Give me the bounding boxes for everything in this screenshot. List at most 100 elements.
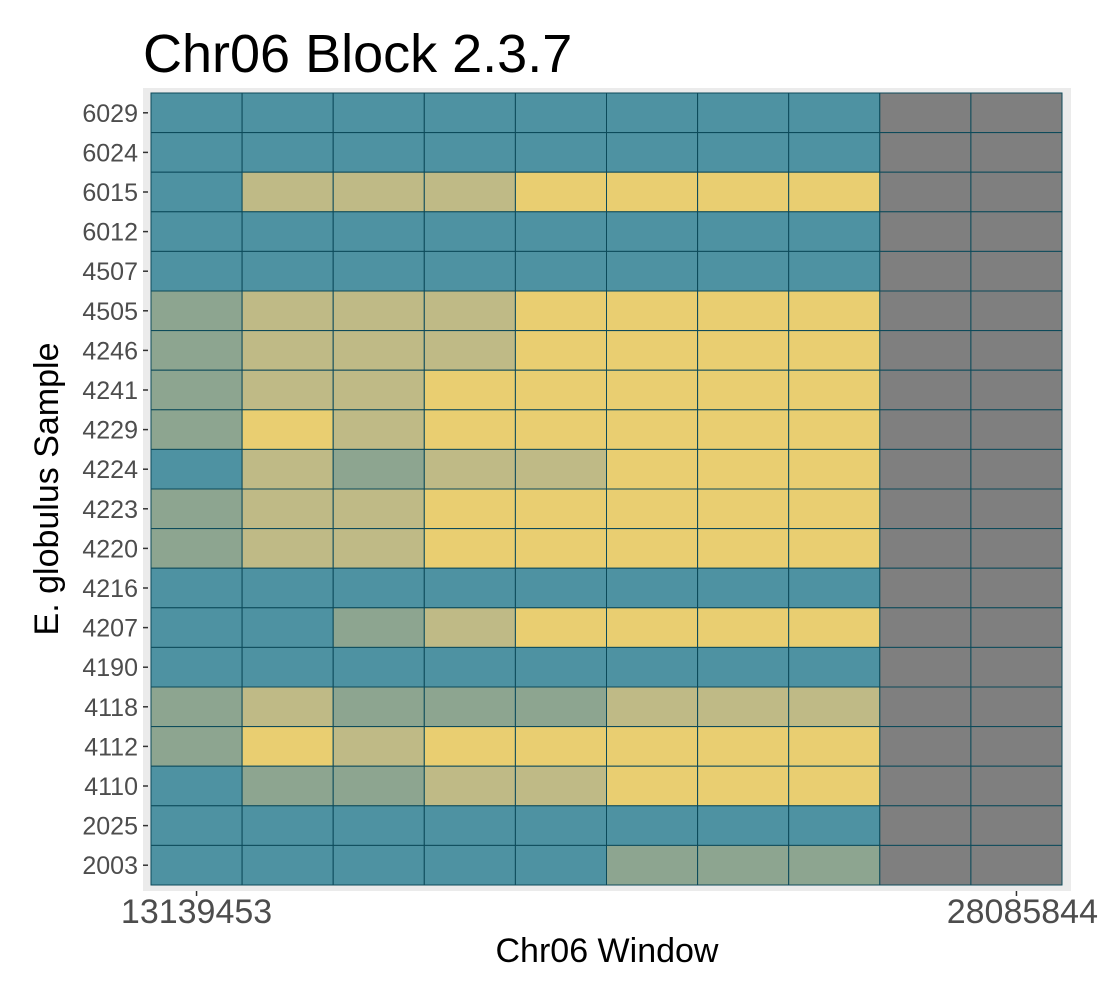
heatmap-cell bbox=[788, 330, 881, 371]
heatmap-cell bbox=[150, 488, 243, 530]
heatmap-cell bbox=[606, 686, 699, 728]
heatmap-cell bbox=[150, 726, 243, 767]
heatmap-cell bbox=[879, 686, 972, 728]
heatmap-cell bbox=[332, 409, 425, 450]
heatmap-cell bbox=[697, 290, 790, 332]
heatmap-cell bbox=[606, 409, 699, 450]
heatmap-cell bbox=[514, 448, 608, 490]
heatmap-cell bbox=[606, 567, 699, 609]
heatmap-cell bbox=[879, 211, 972, 252]
heatmap-cell bbox=[697, 171, 790, 213]
heatmap-cell bbox=[606, 290, 699, 332]
heatmap-cell bbox=[332, 250, 425, 292]
heatmap-cell bbox=[879, 805, 972, 846]
heatmap-cell bbox=[697, 409, 790, 450]
heatmap-cell bbox=[788, 686, 881, 728]
heatmap-cell bbox=[332, 844, 425, 886]
heatmap-cell bbox=[879, 132, 972, 173]
heatmap-cell bbox=[150, 250, 243, 292]
heatmap-cell bbox=[879, 528, 972, 569]
y-tick-label: 4224 bbox=[82, 456, 138, 484]
heatmap-cell bbox=[879, 369, 972, 411]
heatmap-cell bbox=[150, 844, 243, 886]
y-tick-label: 4223 bbox=[82, 496, 138, 524]
heatmap-cell bbox=[332, 646, 425, 688]
heatmap-cell bbox=[423, 132, 516, 173]
heatmap-cell bbox=[241, 369, 334, 411]
heatmap-cell bbox=[970, 132, 1063, 173]
heatmap-cell bbox=[788, 448, 881, 490]
heatmap-cell bbox=[423, 607, 516, 648]
heatmap-cell bbox=[788, 488, 881, 530]
heatmap-cell bbox=[606, 448, 699, 490]
heatmap-cell bbox=[697, 528, 790, 569]
heatmap-cell bbox=[423, 567, 516, 609]
heatmap-cell bbox=[970, 607, 1063, 648]
heatmap-cell bbox=[423, 211, 516, 252]
heatmap-cell bbox=[514, 330, 608, 371]
heatmap-cell bbox=[241, 290, 334, 332]
heatmap-cell bbox=[970, 92, 1063, 134]
heatmap-cell bbox=[697, 211, 790, 252]
heatmap-cell bbox=[514, 369, 608, 411]
heatmap-cell bbox=[606, 607, 699, 648]
y-tick-label: 4207 bbox=[82, 615, 138, 643]
heatmap-cell bbox=[788, 290, 881, 332]
heatmap-cell bbox=[970, 528, 1063, 569]
heatmap-cell bbox=[514, 805, 608, 846]
y-tick-label: 6024 bbox=[82, 139, 138, 167]
heatmap-cell bbox=[606, 765, 699, 807]
heatmap-cell bbox=[423, 409, 516, 450]
heatmap-cell bbox=[241, 567, 334, 609]
heatmap-cell bbox=[970, 250, 1063, 292]
heatmap-cell bbox=[970, 330, 1063, 371]
heatmap-cell bbox=[332, 290, 425, 332]
heatmap-cell bbox=[514, 132, 608, 173]
heatmap-cell bbox=[970, 448, 1063, 490]
heatmap-cell bbox=[241, 646, 334, 688]
heatmap-cell bbox=[788, 607, 881, 648]
y-tick-label: 4190 bbox=[82, 654, 138, 682]
heatmap-cell bbox=[423, 369, 516, 411]
heatmap-cell bbox=[423, 726, 516, 767]
heatmap-cell bbox=[697, 765, 790, 807]
heatmap-cell bbox=[788, 92, 881, 134]
heatmap-cell bbox=[423, 171, 516, 213]
y-tick-label: 4505 bbox=[82, 298, 138, 326]
heatmap-cell bbox=[150, 607, 243, 648]
heatmap-cell bbox=[423, 330, 516, 371]
heatmap-cell bbox=[150, 132, 243, 173]
heatmap-cell bbox=[241, 132, 334, 173]
heatmap-cell bbox=[241, 607, 334, 648]
heatmap-cell bbox=[970, 726, 1063, 767]
heatmap-cell bbox=[606, 488, 699, 530]
heatmap-cell bbox=[150, 290, 243, 332]
heatmap-cell bbox=[332, 448, 425, 490]
heatmap-cell bbox=[514, 844, 608, 886]
heatmap-cell bbox=[606, 92, 699, 134]
heatmap-cell bbox=[788, 726, 881, 767]
heatmap-cell bbox=[970, 211, 1063, 252]
heatmap-cell bbox=[970, 844, 1063, 886]
y-tick-label: 4241 bbox=[82, 377, 138, 405]
heatmap-cell bbox=[879, 567, 972, 609]
heatmap-cell bbox=[423, 805, 516, 846]
heatmap-cell bbox=[332, 726, 425, 767]
heatmap-cell bbox=[423, 844, 516, 886]
heatmap-cell bbox=[241, 448, 334, 490]
heatmap-cell bbox=[970, 488, 1063, 530]
heatmap-cell bbox=[150, 686, 243, 728]
heatmap-cell bbox=[332, 765, 425, 807]
heatmap-cell bbox=[788, 765, 881, 807]
heatmap-cell bbox=[332, 528, 425, 569]
heatmap-cell bbox=[514, 211, 608, 252]
y-tick-label: 4220 bbox=[82, 535, 138, 563]
heatmap-cell bbox=[150, 567, 243, 609]
heatmap-cell bbox=[879, 250, 972, 292]
heatmap-cell bbox=[514, 250, 608, 292]
heatmap-cell bbox=[150, 211, 243, 252]
chart-title: Chr06 Block 2.3.7 bbox=[143, 24, 572, 84]
heatmap-cell bbox=[514, 488, 608, 530]
heatmap-cell bbox=[697, 607, 790, 648]
x-axis-title: Chr06 Window bbox=[496, 932, 719, 970]
